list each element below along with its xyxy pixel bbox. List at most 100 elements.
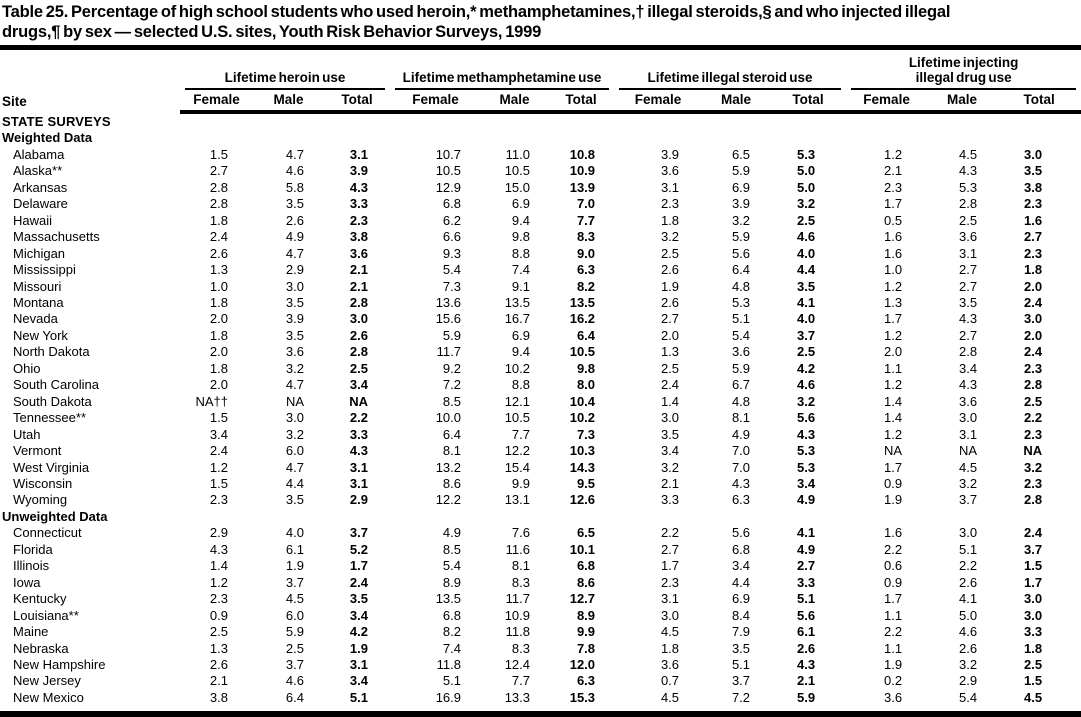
value-cell: 1.0 xyxy=(883,262,903,278)
value-cell: 2.7 xyxy=(209,163,228,179)
value-cell: 10.9 xyxy=(504,607,530,623)
value-cell: 7.4 xyxy=(511,262,530,278)
value-total: 4.3 xyxy=(349,179,368,195)
site-name: Hawaii xyxy=(13,212,53,228)
value-cell: 4.5 xyxy=(285,591,304,607)
value-cell: 1.3 xyxy=(660,344,680,360)
value-cell: 9.4 xyxy=(511,344,530,360)
site-name: Florida xyxy=(13,541,53,557)
table-row: Massachusetts 2.4 4.9 3.8 6.6 9.8 8.3 3.2 5.9 4.6… xyxy=(0,229,1081,245)
value-cell: 6.8 xyxy=(731,541,751,557)
value-cell: 0.7 xyxy=(660,673,680,689)
value-cell: 2.3 xyxy=(660,574,680,590)
value-total: 5.3 xyxy=(796,146,816,162)
value-total: 4.1 xyxy=(796,294,816,310)
value-total: 3.2 xyxy=(1024,459,1043,475)
value-cell: 1.1 xyxy=(883,607,903,623)
value-cell: 6.0 xyxy=(285,443,304,459)
group-label-methamphetamine: Lifetime methamphetamine use xyxy=(395,70,610,90)
value-cell: 1.7 xyxy=(660,558,680,574)
group-label-heroin: Lifetime heroin use xyxy=(185,70,385,90)
table-row: North Dakota 2.0 3.6 2.8 11.7 9.4 10.5 1.3 3.6 2.… xyxy=(0,344,1081,360)
value-cell: 13.3 xyxy=(504,689,530,705)
col-header-meth-male: Male xyxy=(481,90,548,114)
value-total: 1.6 xyxy=(1024,212,1043,228)
value-cell: 6.8 xyxy=(442,196,461,212)
value-total: 2.3 xyxy=(349,212,368,228)
col-header-heroin-male: Male xyxy=(253,90,324,114)
value-cell: 0.9 xyxy=(209,607,228,623)
value-cell: 2.3 xyxy=(209,591,228,607)
site-name: Wisconsin xyxy=(13,475,73,491)
value-total: 4.0 xyxy=(796,311,816,327)
value-total: 2.5 xyxy=(1024,656,1043,672)
value-total: 12.7 xyxy=(569,591,596,607)
value-cell: 5.4 xyxy=(442,262,461,278)
value-cell: NA†† xyxy=(195,393,228,409)
value-cell: 2.5 xyxy=(958,212,978,228)
value-total: 2.8 xyxy=(1024,377,1043,393)
value-cell: 4.3 xyxy=(958,163,978,179)
site-name: Montana xyxy=(13,294,64,310)
table-row: Tennessee** 1.5 3.0 2.2 10.0 10.5 10.2 3.0 8.1 5.… xyxy=(0,410,1081,426)
site-name: North Dakota xyxy=(13,344,90,360)
value-total: 3.8 xyxy=(349,229,368,245)
site-name: Ohio xyxy=(13,360,41,376)
value-cell: 2.3 xyxy=(883,179,903,195)
value-total: 2.3 xyxy=(1024,475,1043,491)
value-cell: 4.9 xyxy=(442,525,461,541)
value-cell: 2.4 xyxy=(209,443,228,459)
value-cell: 2.6 xyxy=(958,574,978,590)
value-cell: 2.7 xyxy=(958,278,978,294)
value-cell: 7.7 xyxy=(511,426,530,442)
value-cell: 3.1 xyxy=(958,245,978,261)
value-cell: 1.5 xyxy=(209,410,228,426)
value-cell: 3.4 xyxy=(209,426,228,442)
value-cell: 8.2 xyxy=(442,624,461,640)
value-cell: 8.5 xyxy=(442,393,461,409)
value-cell: NA xyxy=(959,443,978,459)
value-cell: 2.9 xyxy=(958,673,978,689)
value-cell: 0.9 xyxy=(883,475,903,491)
sub-header-row: Female Male Total Female Male Total Fema… xyxy=(0,90,1081,114)
value-cell: 1.9 xyxy=(285,558,304,574)
value-cell: 6.9 xyxy=(731,591,751,607)
value-cell: 5.8 xyxy=(285,179,304,195)
value-total: 6.4 xyxy=(576,327,596,343)
value-total: 2.5 xyxy=(796,212,816,228)
value-cell: 10.2 xyxy=(504,360,530,376)
value-cell: 2.2 xyxy=(883,624,903,640)
value-total: 3.2 xyxy=(796,393,816,409)
value-cell: 8.3 xyxy=(511,574,530,590)
value-total: 5.6 xyxy=(796,607,816,623)
value-total: 2.4 xyxy=(1024,344,1043,360)
value-cell: 4.6 xyxy=(958,624,978,640)
value-cell: 5.1 xyxy=(731,311,751,327)
value-total: 2.1 xyxy=(796,673,816,689)
value-total: 6.8 xyxy=(576,558,596,574)
value-total: 9.0 xyxy=(576,245,596,261)
value-cell: 4.7 xyxy=(285,459,304,475)
table-row: Delaware 2.8 3.5 3.3 6.8 6.9 7.0 2.3 3.9 3.2 1.7 2.… xyxy=(0,196,1081,212)
section-header-row: Unweighted Data xyxy=(0,509,1081,525)
value-cell: 4.6 xyxy=(285,163,304,179)
value-cell: 4.3 xyxy=(958,377,978,393)
value-cell: 3.6 xyxy=(731,344,751,360)
value-cell: 5.9 xyxy=(442,327,461,343)
value-cell: 4.8 xyxy=(731,393,751,409)
value-total: 2.6 xyxy=(796,640,816,656)
site-name: South Dakota xyxy=(13,393,92,409)
value-cell: 12.9 xyxy=(435,179,461,195)
value-cell: 2.4 xyxy=(660,377,680,393)
value-cell: NA xyxy=(285,393,304,409)
site-name: Alaska** xyxy=(13,163,63,179)
value-cell: 5.9 xyxy=(285,624,304,640)
value-cell: 2.6 xyxy=(660,294,680,310)
value-total: 7.0 xyxy=(576,196,596,212)
value-cell: 1.8 xyxy=(209,294,228,310)
site-name: Missouri xyxy=(13,278,62,294)
value-total: 8.3 xyxy=(576,229,596,245)
value-cell: 2.9 xyxy=(209,525,228,541)
site-name: Nevada xyxy=(13,311,58,327)
